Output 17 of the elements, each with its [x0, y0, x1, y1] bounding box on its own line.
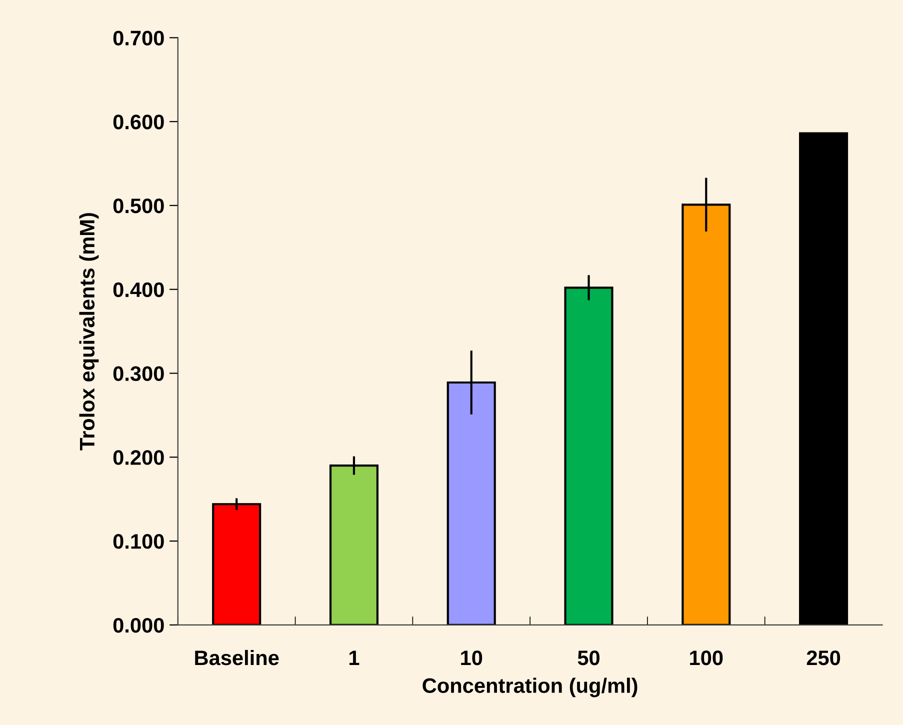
- x-tick-label: Baseline: [195, 650, 279, 666]
- y-tick-label: 0.500: [113, 198, 164, 214]
- y-tick-label: 0.400: [113, 282, 164, 298]
- y-tick-label: 0.200: [113, 450, 164, 465]
- bar: [799, 132, 848, 625]
- y-tick-label: 0.000: [113, 618, 164, 633]
- x-tick-label: 50: [578, 650, 600, 666]
- y-tick-label: 0.700: [113, 30, 164, 46]
- x-tick-label: 1: [349, 650, 360, 666]
- x-tick-label: 10: [461, 650, 482, 666]
- y-tick-label: 0.600: [113, 114, 164, 130]
- x-tick-label: 100: [690, 650, 723, 666]
- y-tick-label: 0.100: [113, 534, 164, 549]
- x-axis-title: Concentration (ug/ml): [422, 678, 638, 698]
- y-tick-label: 0.300: [113, 366, 164, 382]
- y-axis-title: Trolox equivalents (mM): [79, 213, 99, 450]
- x-tick-label: 250: [806, 650, 840, 666]
